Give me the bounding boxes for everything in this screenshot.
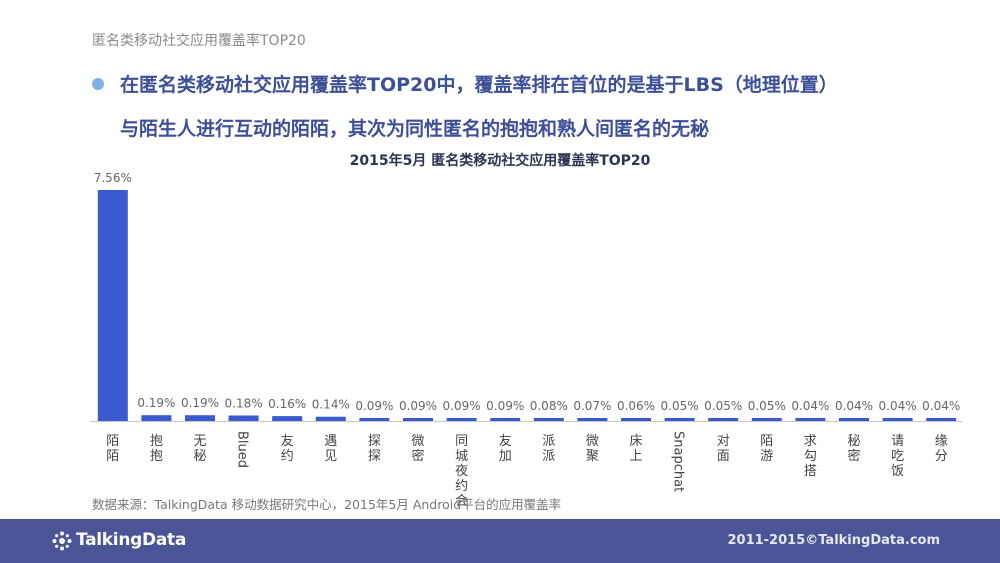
data-label: 0.09% — [486, 399, 524, 413]
category-tick-label: 友约 — [281, 433, 294, 464]
category-tick-label: 秘密 — [847, 434, 860, 464]
logo-icon — [52, 531, 72, 551]
bar — [751, 418, 782, 421]
category-tick-label: 友加 — [499, 433, 512, 464]
category-tick-label: 床上 — [629, 434, 642, 464]
bullet-dot — [92, 78, 104, 90]
data-label: 0.05% — [748, 399, 786, 413]
copyright-text: 2011-2015©TalkingData.com — [727, 533, 940, 548]
category-tick-label: 陌陌 — [106, 434, 119, 464]
headline-line-2: 与陌生人进行互动的陌陌，其次为同性匿名的抱抱和熟人间匿名的无秘 — [120, 118, 710, 140]
bar — [490, 418, 521, 421]
data-label: 0.04% — [791, 399, 829, 413]
data-label: 0.04% — [835, 399, 873, 413]
bar — [795, 418, 826, 421]
bar — [664, 418, 695, 421]
category-tick-label: 陌游 — [760, 434, 773, 464]
footer-bar: TalkingData 2011-2015©TalkingData.com — [0, 519, 1000, 563]
data-label: 0.09% — [443, 399, 481, 413]
category-tick-label: 微密 — [411, 434, 424, 464]
bar — [228, 415, 259, 421]
bar — [97, 190, 128, 421]
bar — [533, 418, 564, 421]
bar — [141, 415, 172, 421]
headline-line-1: 在匿名类移动社交应用覆盖率TOP20中，覆盖率排在首位的是基于LBS（地理位置） — [120, 74, 838, 96]
chart-title: 2015年5月 匿名类移动社交应用覆盖率TOP20 — [349, 153, 651, 169]
category-tick-label: 请吃饭 — [891, 434, 904, 479]
data-label: 0.06% — [617, 399, 655, 413]
category-tick-label: 求勾搭 — [804, 434, 817, 479]
data-label: 0.09% — [399, 399, 437, 413]
bar — [882, 418, 913, 421]
category-tick-label: 遇见 — [324, 434, 337, 464]
bar — [926, 418, 957, 421]
category-tick-label: 无秘 — [193, 434, 206, 464]
bar — [621, 418, 651, 421]
bar — [577, 418, 608, 421]
data-label: 0.04% — [879, 399, 917, 413]
category-tick-label: 缘分 — [935, 434, 948, 464]
bar — [359, 418, 390, 421]
data-source-note: 数据来源：TalkingData 移动数据研究中心，2015年5月 Androi… — [92, 497, 562, 512]
data-label: 0.08% — [530, 399, 568, 413]
category-tick-label: 微聚 — [586, 434, 599, 464]
data-label: 0.14% — [312, 398, 350, 412]
data-label: 0.19% — [137, 396, 175, 410]
category-tick-label: 同城夜约会 — [455, 434, 468, 509]
bar — [315, 416, 346, 421]
data-label: 0.16% — [268, 397, 306, 411]
category-tick-label: Blued — [235, 431, 250, 468]
bar — [403, 418, 433, 421]
data-label: 0.05% — [704, 399, 742, 413]
data-label: 0.19% — [181, 396, 219, 410]
data-label: 7.56% — [94, 171, 132, 185]
logo-text: TalkingData — [76, 530, 186, 550]
category-tick-label: 派派 — [542, 434, 555, 464]
category-tick-label: 探探 — [368, 434, 381, 464]
data-label: 0.07% — [573, 399, 611, 413]
data-label: 0.04% — [922, 399, 960, 413]
bar — [708, 418, 739, 421]
category-tick-label: 对面 — [717, 434, 730, 464]
breadcrumb: 匿名类移动社交应用覆盖率TOP20 — [92, 33, 306, 49]
data-label: 0.09% — [355, 399, 393, 413]
category-tick-label: Snapchat — [671, 431, 686, 492]
bar — [185, 415, 215, 421]
bar — [272, 416, 303, 421]
bar — [446, 418, 477, 421]
bar — [839, 418, 869, 421]
data-label: 0.18% — [225, 397, 263, 411]
category-tick-label: 抱抱 — [150, 433, 163, 464]
data-label: 0.05% — [661, 399, 699, 413]
